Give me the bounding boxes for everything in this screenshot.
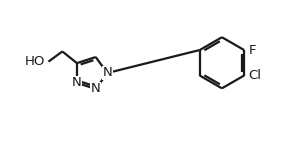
Text: N: N [72, 76, 82, 89]
Text: Cl: Cl [248, 69, 261, 82]
Text: N: N [91, 82, 101, 95]
Text: N: N [102, 66, 112, 80]
Text: HO: HO [25, 55, 46, 68]
Text: F: F [248, 44, 256, 57]
